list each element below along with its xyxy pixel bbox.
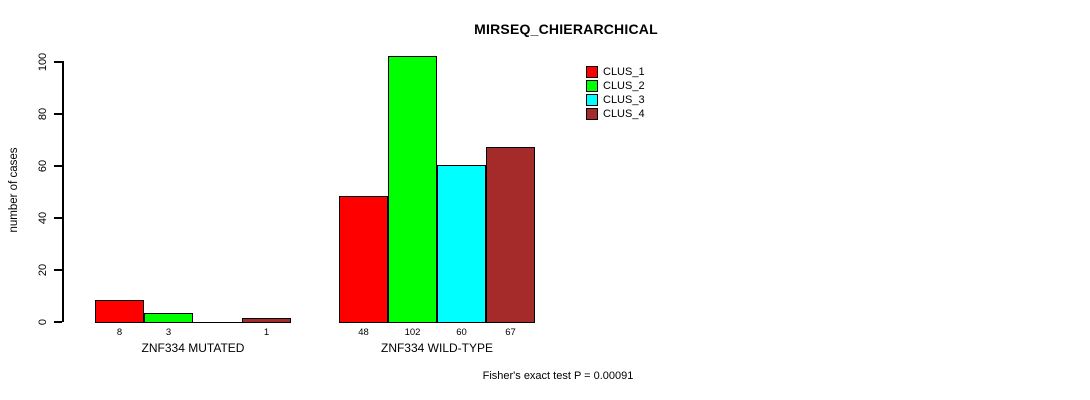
legend-label: CLUS_2 <box>603 80 645 92</box>
legend-item-clus_1: CLUS_1 <box>586 65 645 79</box>
bar-value-label: 60 <box>456 327 467 338</box>
bar-clus_3-1-zero <box>193 321 242 323</box>
y-tick-mark <box>54 217 62 219</box>
legend-label: CLUS_4 <box>603 108 645 120</box>
y-tick-label: 100 <box>37 52 49 72</box>
legend: CLUS_1 CLUS_2 CLUS_3 CLUS_4 <box>586 65 645 121</box>
bar-value-label: 1 <box>263 327 270 338</box>
bar-value-label: 48 <box>358 327 369 338</box>
bar-clus_4-2 <box>486 146 535 323</box>
y-tick-label: 0 <box>37 318 49 326</box>
legend-item-clus_3: CLUS_3 <box>586 93 645 107</box>
bar-value-label: 102 <box>404 327 421 338</box>
bar-value-label: 8 <box>116 327 123 338</box>
y-axis <box>62 61 64 322</box>
y-axis-label: number of cases <box>8 147 20 233</box>
category-label: ZNF334 WILD-TYPE <box>380 341 494 355</box>
legend-swatch-icon <box>586 66 598 78</box>
bar-clus_3-2 <box>437 165 486 323</box>
bar-value-label: 67 <box>505 327 516 338</box>
chart-title: MIRSEQ_CHIERARCHICAL <box>474 21 658 37</box>
y-tick-label: 40 <box>37 211 49 225</box>
legend-label: CLUS_1 <box>603 66 645 78</box>
y-tick-mark <box>54 61 62 63</box>
bar-clus_2-1 <box>144 313 193 323</box>
bar-clus_2-2 <box>388 55 437 323</box>
y-tick-label: 60 <box>37 159 49 173</box>
legend-swatch-icon <box>586 108 598 120</box>
bar-clus_1-1 <box>95 300 144 323</box>
bar-clus_4-1 <box>242 318 291 323</box>
legend-item-clus_2: CLUS_2 <box>586 79 645 93</box>
bar-clus_1-2 <box>339 196 388 323</box>
y-tick-label: 80 <box>37 107 49 121</box>
legend-item-clus_4: CLUS_4 <box>586 107 645 121</box>
legend-swatch-icon <box>586 94 598 106</box>
category-label: ZNF334 MUTATED <box>141 341 245 355</box>
fisher-test-annotation: Fisher's exact test P = 0.00091 <box>482 370 634 382</box>
y-tick-mark <box>54 113 62 115</box>
legend-swatch-icon <box>586 80 598 92</box>
bar-value-label: 3 <box>165 327 172 338</box>
y-tick-mark <box>54 321 62 323</box>
legend-label: CLUS_3 <box>603 94 645 106</box>
y-tick-label: 20 <box>37 263 49 277</box>
y-tick-mark <box>54 165 62 167</box>
y-tick-mark <box>54 269 62 271</box>
